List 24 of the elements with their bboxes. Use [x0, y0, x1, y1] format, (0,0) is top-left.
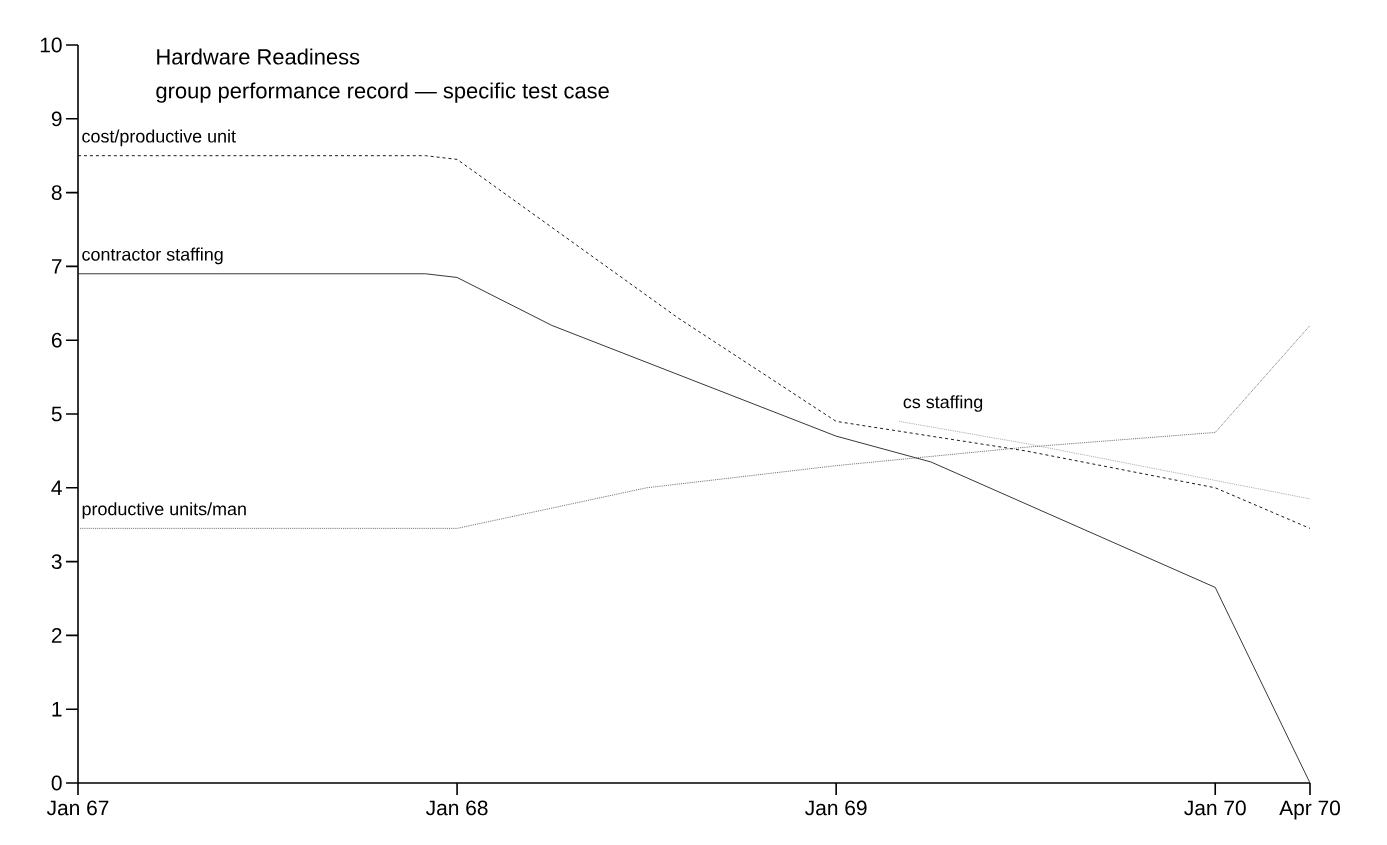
series-label: cs staffing	[903, 395, 983, 412]
y-tick-label: 5	[51, 406, 62, 422]
x-tick-label: Jan 69	[805, 800, 867, 816]
y-tick-label: 1	[52, 702, 62, 717]
series-label: productive units/man	[82, 502, 246, 519]
y-tick-label: 2	[51, 628, 62, 643]
y-tick-label: 8	[51, 185, 62, 200]
x-tick-label: Jan 68	[426, 800, 488, 816]
y-tick-label: 6	[51, 332, 62, 348]
text: group performance record — specific test case	[156, 82, 609, 103]
line-series	[898, 420, 1311, 500]
x-tick-label: Jan 70	[1184, 800, 1246, 816]
y-tick-label: 3	[51, 554, 62, 569]
series-label: contractor staffing	[82, 247, 223, 265]
series-label: cost/productive unit	[82, 129, 236, 147]
y-tick-label: 10	[40, 37, 62, 53]
line-series	[77, 324, 1311, 529]
x-tick-label: Jan 67	[46, 800, 109, 816]
y-tick-label: 4	[51, 480, 62, 495]
chart-title: Hardware Readiness	[157, 48, 360, 65]
x-tick-label: Apr 70	[1279, 800, 1340, 820]
y-tick-label: 7	[51, 259, 62, 274]
y-tick-label: 9	[51, 111, 62, 127]
y-tick-label: 0	[51, 775, 62, 791]
